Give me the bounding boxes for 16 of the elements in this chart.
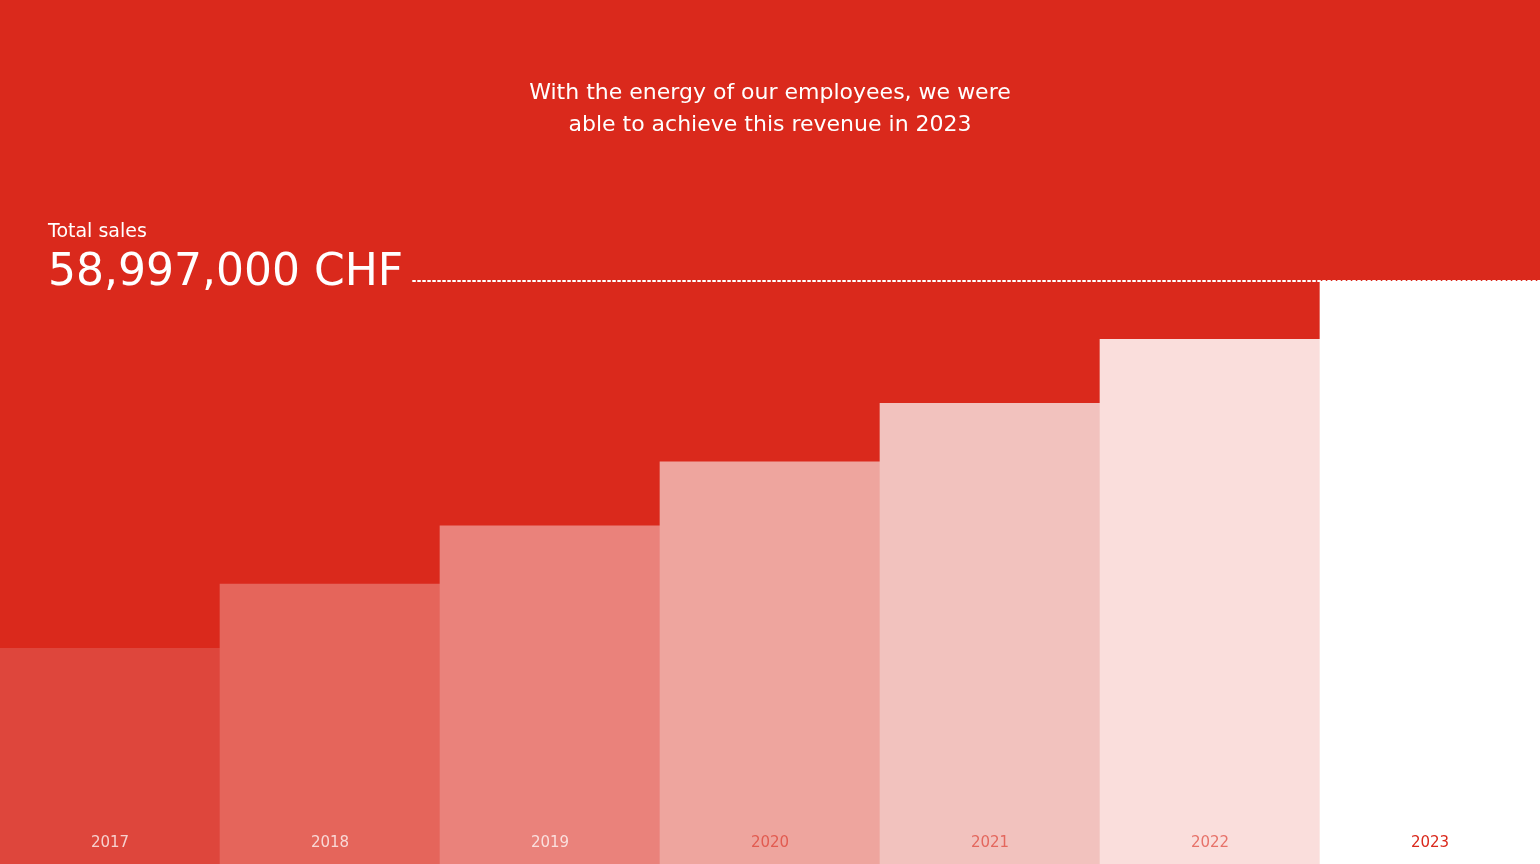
- ref-line-label: 58,997,000 CHF: [48, 244, 404, 295]
- x-tick-label: 2018: [310, 832, 350, 851]
- x-tick-label: 2022: [1190, 832, 1230, 851]
- x-tick-label: 2019: [530, 832, 570, 851]
- text: Total sales: [47, 219, 147, 241]
- bar: [1099, 338, 1321, 864]
- chart-title: With the energy of our employees, we were able to achieve this revenue in 2023: [528, 78, 1012, 138]
- bar: [659, 461, 881, 864]
- bar: [879, 403, 1101, 864]
- x-tick-label: 2023: [1410, 832, 1450, 851]
- bar: [0, 647, 221, 864]
- x-tick-label: 2020: [750, 832, 790, 851]
- bar: [439, 525, 661, 864]
- x-tick-label: 2021: [970, 832, 1010, 851]
- x-tick-label: 2017: [90, 832, 130, 851]
- bar: [219, 583, 441, 864]
